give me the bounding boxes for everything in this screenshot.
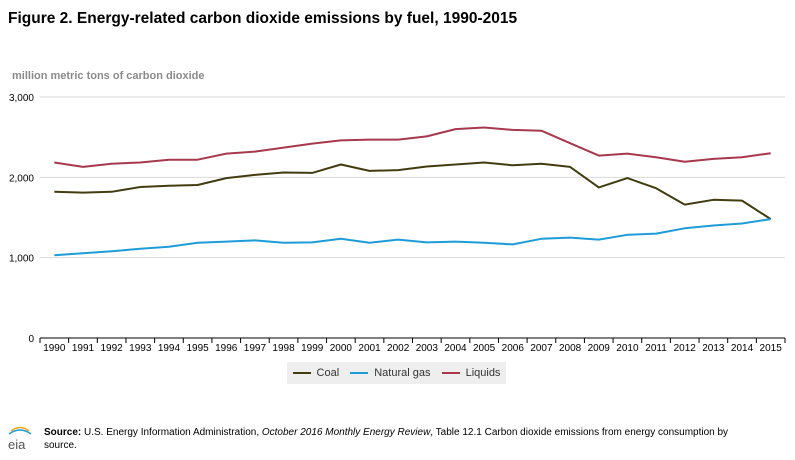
x-tick-label: 2010 xyxy=(616,343,639,354)
source-publication: October 2016 Monthly Energy Review xyxy=(261,427,431,438)
x-tick-label: 1999 xyxy=(301,343,324,354)
x-tick-label: 2001 xyxy=(358,343,381,354)
series-line-natural-gas xyxy=(54,218,771,257)
x-tick-label: 1992 xyxy=(101,343,124,354)
x-tick-label: 2008 xyxy=(559,343,582,354)
eia-logo-text: eia xyxy=(8,437,26,452)
x-tick-label: 2003 xyxy=(416,343,439,354)
x-tick-label: 2011 xyxy=(645,343,667,354)
source-text-1: U.S. Energy Information Administration, xyxy=(81,427,262,438)
source-label: Source: xyxy=(44,427,82,438)
x-tick-label: 2005 xyxy=(473,343,496,354)
legend-swatch-liquids xyxy=(441,372,460,374)
legend-label-liquids: Liquids xyxy=(465,367,501,379)
eia-logo: eia xyxy=(8,426,32,452)
legend-label-natural-gas: Natural gas xyxy=(374,367,431,379)
x-tick-label: 2012 xyxy=(674,343,697,354)
legend-swatch-coal xyxy=(292,372,311,374)
source-text-2: , Table 12.1 Carbon dioxide emissions fr… xyxy=(44,427,729,451)
legend-item-liquids[interactable]: Liquids xyxy=(441,367,501,379)
legend-swatch-natural-gas xyxy=(350,372,369,374)
y-tick-label: 0 xyxy=(28,334,34,345)
x-tick-label: 1995 xyxy=(186,343,209,354)
legend-item-natural-gas[interactable]: Natural gas xyxy=(350,367,431,379)
y-axis-label: million metric tons of carbon dioxide xyxy=(12,70,205,82)
x-tick-label: 2009 xyxy=(588,343,611,354)
x-tick-label: 1991 xyxy=(72,343,95,354)
series-line-liquids xyxy=(54,126,771,168)
x-tick-label: 2002 xyxy=(387,343,410,354)
y-tick-label: 3,000 xyxy=(9,93,34,104)
x-tick-label: 2014 xyxy=(731,343,754,354)
x-tick-label: 2007 xyxy=(530,343,553,354)
x-tick-label: 1994 xyxy=(158,343,181,354)
y-tick-label: 1,000 xyxy=(9,254,34,265)
x-tick-label: 1990 xyxy=(43,343,66,354)
legend-label-coal: Coal xyxy=(316,367,340,379)
x-tick-label: 1998 xyxy=(272,343,295,354)
legend: Coal Natural gas Liquids xyxy=(287,362,506,384)
x-tick-label: 1993 xyxy=(129,343,152,354)
x-tick-label: 2004 xyxy=(444,343,467,354)
chart-title: Figure 2. Energy-related carbon dioxide … xyxy=(8,10,518,27)
series-line-coal xyxy=(54,161,772,220)
x-tick-label: 2000 xyxy=(330,343,353,354)
source-note: Source: U.S. Energy Information Administ… xyxy=(44,426,744,452)
y-tick-label: 2,000 xyxy=(9,173,34,184)
x-tick-label: 2015 xyxy=(760,343,783,354)
x-tick-label: 1997 xyxy=(244,343,267,354)
legend-item-coal[interactable]: Coal xyxy=(292,367,340,379)
x-tick-label: 2006 xyxy=(502,343,525,354)
x-tick-label: 2013 xyxy=(702,343,725,354)
x-tick-label: 1996 xyxy=(215,343,238,354)
